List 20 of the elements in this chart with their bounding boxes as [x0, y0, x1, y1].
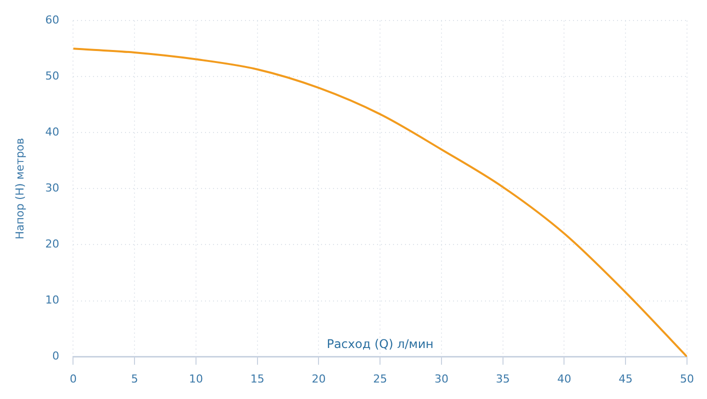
y-axis-title: Напор (H) метров: [13, 138, 26, 240]
y-tick-label: 20: [45, 238, 60, 251]
y-tick-label: 50: [45, 69, 60, 82]
x-tick-label: 15: [250, 372, 264, 386]
y-tick-label: 30: [45, 182, 60, 195]
x-tick-label: 50: [680, 372, 694, 386]
x-tick-label: 10: [188, 372, 203, 386]
x-tick-label: 25: [373, 372, 388, 386]
x-tick-label: 5: [131, 372, 138, 386]
x-tick-label: 45: [618, 372, 633, 386]
y-tick-label: 40: [45, 126, 60, 139]
x-tick-label: 35: [496, 372, 510, 386]
y-tick-label: 60: [45, 13, 60, 26]
y-tick-label: 0: [52, 350, 60, 363]
x-tick-label: 20: [312, 372, 326, 386]
x-tick-label: 30: [434, 372, 448, 386]
x-axis-title: Расход (Q) л/мин: [326, 336, 434, 351]
x-tick-label: 40: [557, 372, 572, 386]
y-tick-label: 10: [45, 294, 60, 307]
x-tick-label: 0: [70, 372, 77, 386]
